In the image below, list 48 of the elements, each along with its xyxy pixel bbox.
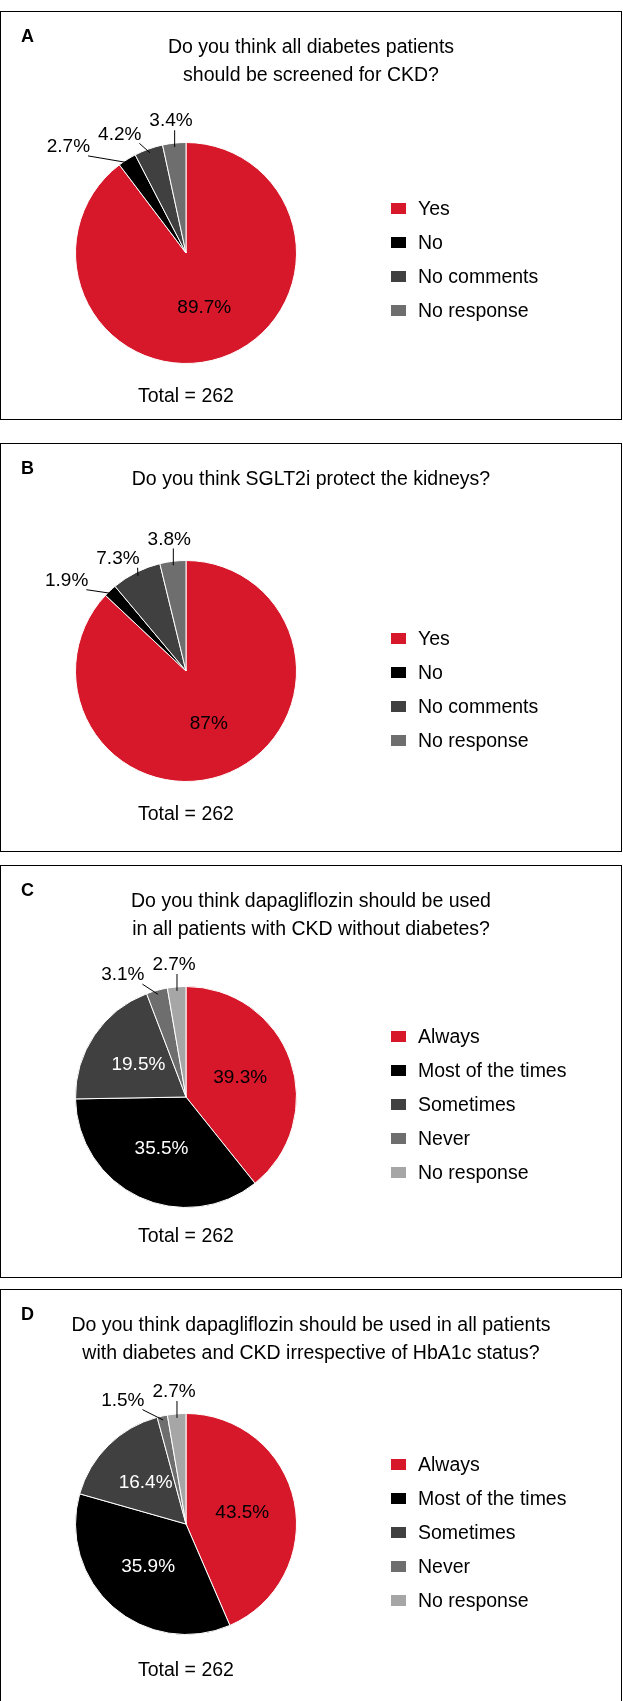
- data-label: 35.5%: [134, 1137, 189, 1159]
- legend-label: No comments: [418, 265, 539, 287]
- legend-label: No comments: [418, 695, 539, 717]
- chart-title: Do you think dapagliflozin should be used in all patients with CKD without diabetes?: [130, 888, 492, 941]
- legend-label: No response: [418, 1589, 529, 1611]
- data-label: 39.3%: [213, 1066, 268, 1088]
- data-label: 4.2%: [98, 122, 142, 144]
- chart-title: Do you think all diabetes patients should be screened for CKD?: [166, 34, 456, 87]
- data-label: 16.4%: [118, 1471, 173, 1493]
- data-label: 3.1%: [101, 963, 145, 985]
- data-label: 2.7%: [152, 1380, 196, 1402]
- legend-label: No response: [418, 1161, 529, 1183]
- text: Total = 262: [137, 802, 235, 825]
- legend-label: Yes: [418, 627, 450, 649]
- legend-label: Sometimes: [418, 1521, 516, 1543]
- data-label: 2.7%: [46, 135, 91, 157]
- legend-label: No response: [418, 729, 529, 751]
- legend-label: No: [418, 661, 443, 683]
- legend-label: No: [418, 231, 443, 253]
- text: B: [21, 458, 34, 479]
- legend-label: Always: [418, 1453, 480, 1475]
- data-label: 7.3%: [96, 546, 140, 568]
- chart-title: Do you think dapagliflozin should be used in all patients with diabetes and CKD irrespective of HbA1c status?: [70, 1312, 552, 1365]
- legend-label: Never: [418, 1555, 471, 1577]
- data-label: 1.9%: [45, 568, 89, 590]
- legend-label: Yes: [418, 197, 450, 219]
- text: Total = 262: [137, 384, 235, 407]
- text: C: [21, 880, 34, 901]
- legend-label: Always: [418, 1025, 480, 1047]
- data-label: 43.5%: [215, 1500, 270, 1522]
- data-label: 19.5%: [111, 1053, 166, 1075]
- legend-label: Most of the times: [418, 1487, 567, 1509]
- data-label: 35.9%: [121, 1555, 176, 1577]
- data-label: 2.7%: [152, 953, 196, 975]
- data-label: 87%: [189, 711, 228, 733]
- data-label: 1.5%: [101, 1388, 145, 1410]
- legend-label: Most of the times: [418, 1059, 567, 1081]
- chart-title: Do you think SGLT2i protect the kidneys?: [130, 466, 492, 491]
- text: D: [21, 1304, 34, 1325]
- text: A: [21, 26, 34, 47]
- data-label: 3.8%: [147, 527, 192, 549]
- text: Total = 262: [137, 1224, 235, 1247]
- data-label: 89.7%: [177, 295, 232, 317]
- legend-label: Never: [418, 1127, 471, 1149]
- legend-label: Sometimes: [418, 1093, 516, 1115]
- data-label: 3.4%: [149, 109, 193, 131]
- legend-label: No response: [418, 299, 529, 321]
- text: Total = 262: [137, 1658, 235, 1681]
